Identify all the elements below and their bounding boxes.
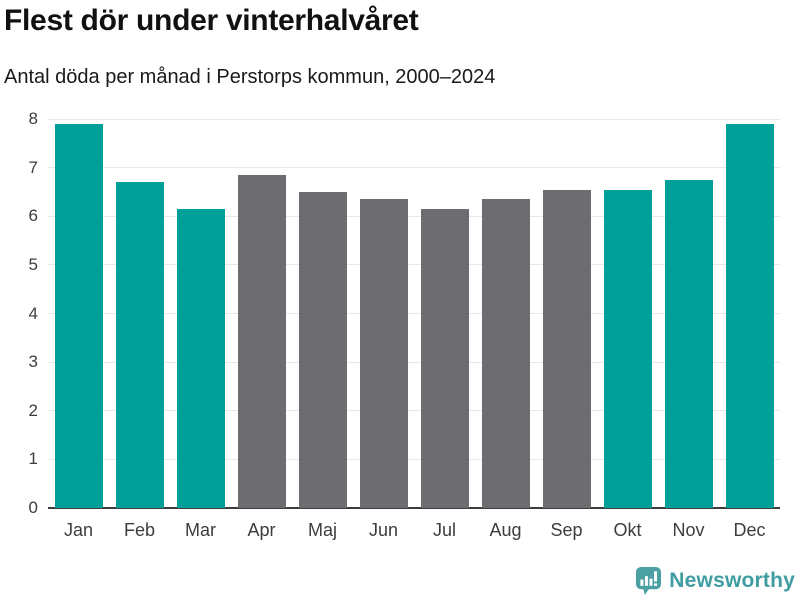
bar-chart-plot-area: 0 1 2 3 4 5 6 7 8 Jan Feb Mar Apr Maj Jun Jul Aug Sep Okt N… (29, 110, 780, 540)
x-tick-label-maj: Maj (307, 520, 337, 540)
page-subtitle: Antal döda per månad i Perstorps kommun,… (4, 66, 496, 88)
bar-okt (603, 189, 652, 508)
bar-aug (481, 199, 530, 508)
grid-line-y5 (48, 264, 780, 266)
x-tick-label-dec: Dec (733, 520, 766, 540)
grid-line-y3 (48, 361, 780, 363)
y-tick-label-7: 7 (28, 157, 38, 177)
x-tick-label-apr: Apr (247, 520, 276, 540)
x-tick-label-jun: Jun (368, 520, 399, 540)
y-tick-label-4: 4 (28, 303, 38, 323)
grid-line-y6 (48, 215, 780, 217)
y-tick-label-5: 5 (28, 254, 38, 274)
grid-line-y4 (48, 313, 780, 314)
y-tick-label-6: 6 (28, 206, 38, 226)
y-tick-label-2: 2 (28, 400, 38, 420)
grid-line-y8 (48, 118, 780, 120)
x-tick-label-sep: Sep (550, 520, 583, 540)
y-tick-label-8: 8 (28, 109, 38, 128)
brand-footer: Newsworthy (635, 566, 795, 596)
page-title: Flest dör under vinterhalvåret (4, 4, 419, 37)
y-tick-label-3: 3 (28, 352, 38, 372)
bar-jul (420, 208, 469, 508)
x-tick-label-okt: Okt (613, 520, 642, 540)
grid-line-y2 (48, 410, 780, 412)
x-tick-label-jul: Jul (432, 520, 456, 540)
newsworthy-logo-icon (636, 567, 662, 595)
x-tick-label-nov: Nov (672, 520, 705, 540)
x-tick-label-feb: Feb (123, 520, 156, 540)
y-tick-label-0: 0 (28, 498, 38, 517)
bar-mar (176, 208, 225, 508)
x-tick-label-aug: Aug (489, 520, 522, 540)
bar-feb (115, 182, 164, 508)
bar-jun (359, 199, 408, 508)
bar-apr (237, 174, 286, 508)
grid-line-y7 (48, 167, 780, 169)
x-axis-baseline (48, 507, 780, 509)
bar-maj (298, 191, 347, 508)
x-tick-label-jan: Jan (63, 520, 94, 540)
x-tick-label-mar: Mar (185, 520, 216, 540)
bar-nov (664, 179, 713, 508)
bar-sep (542, 189, 591, 508)
grid-line-y1 (48, 458, 780, 460)
brand-name: Newsworthy (669, 569, 795, 592)
bar-jan (54, 123, 103, 508)
bar-dec (725, 123, 774, 508)
y-tick-label-1: 1 (28, 449, 38, 469)
